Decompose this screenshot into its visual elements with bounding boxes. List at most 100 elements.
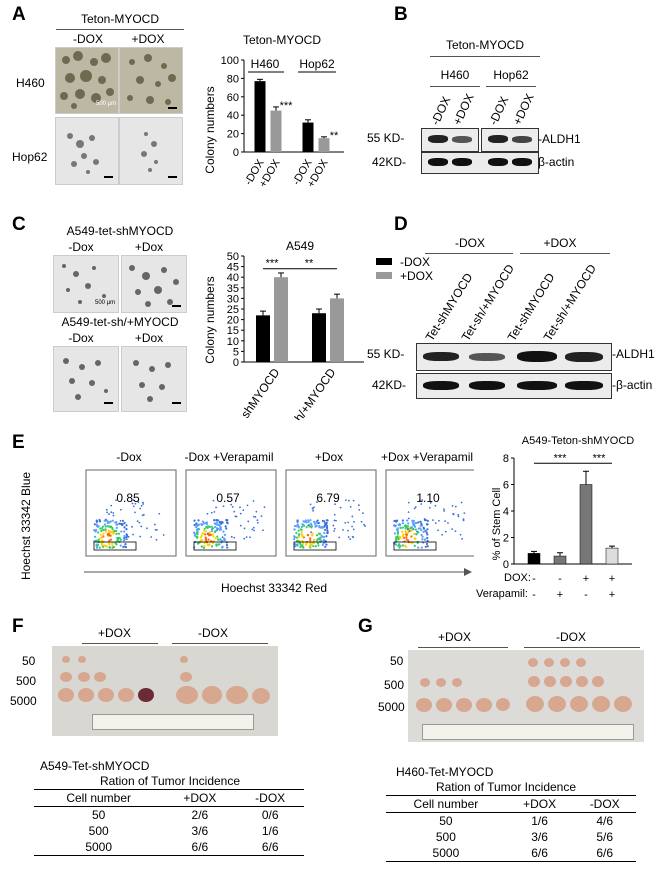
panel-f-row-500: 500 (16, 674, 37, 688)
panel-a-col-plus: +DOX (131, 32, 165, 46)
flow-event (125, 535, 128, 539)
flow-event (432, 519, 434, 522)
flow-event (110, 504, 113, 507)
flow-event (127, 535, 130, 538)
western-blot-d-actin (416, 373, 612, 399)
flow-event (239, 512, 242, 515)
flow-gate-value: 0.57 (216, 491, 240, 505)
flow-event (115, 526, 118, 529)
panel-b-group2: Hop62 (493, 68, 529, 82)
flow-event (405, 545, 408, 548)
flow-event (153, 523, 156, 526)
flow-event (404, 525, 407, 528)
legend-label-plus-dox: +DOX (400, 269, 433, 283)
flow-event (315, 520, 318, 524)
flow-event (217, 538, 220, 541)
flow-event (318, 525, 321, 528)
flow-event (156, 529, 158, 531)
flow-event (131, 525, 133, 528)
flow-event (201, 539, 204, 542)
flow-event (205, 530, 208, 533)
flow-event (108, 539, 111, 542)
flow-event (106, 525, 109, 528)
flow-event (333, 519, 336, 522)
significance-label: *** (593, 452, 607, 464)
flow-event (106, 519, 109, 522)
flow-event (334, 503, 336, 506)
flow-event (409, 526, 412, 530)
flow-event (357, 504, 360, 507)
x-tick-label: sh/+MYOCD (288, 365, 338, 420)
flow-event (123, 537, 125, 539)
flow-event (321, 543, 325, 546)
flow-event (125, 533, 128, 536)
flow-event (452, 513, 455, 516)
flow-event (426, 533, 429, 536)
flow-event (100, 536, 103, 539)
flow-event (99, 533, 102, 536)
flow-plot3-title: +Dox (314, 450, 344, 464)
flow-event (321, 519, 324, 522)
flow-event (117, 536, 120, 539)
flow-event (109, 520, 112, 523)
flow-event (305, 521, 308, 524)
flow-event (317, 544, 320, 547)
flow-event (220, 522, 223, 525)
flow-event (321, 526, 324, 529)
panel-b-lane1: -DOX (428, 94, 453, 127)
panel-d-prot1: -ALDH1 (612, 347, 655, 361)
flow-event (200, 522, 203, 526)
flow-event (142, 501, 144, 504)
significance-label: ** (330, 130, 339, 142)
flow-event (397, 544, 400, 547)
table-cell: 500 (88, 824, 109, 838)
significance-label: *** (554, 452, 568, 464)
flow-event (347, 536, 350, 538)
flow-event (460, 501, 463, 504)
flow-event (95, 546, 99, 549)
flow-event (217, 523, 221, 526)
flow-event (199, 536, 203, 539)
flow-event (309, 522, 313, 525)
panel-g-row-500: 500 (384, 678, 405, 692)
flow-event (196, 527, 200, 530)
flow-event (260, 515, 263, 518)
flow-event (100, 542, 103, 545)
flow-event (451, 505, 454, 507)
legend-swatch-minus-dox (376, 258, 392, 265)
flow-event (413, 544, 416, 547)
flow-event (303, 520, 306, 523)
bar (553, 555, 567, 565)
flow-gate (93, 541, 137, 551)
flow-event (401, 519, 405, 522)
flow-event (413, 532, 416, 535)
flow-event (222, 530, 225, 533)
ruler (422, 724, 634, 740)
flow-event (93, 523, 96, 526)
flow-event (421, 535, 424, 538)
panel-b-lane-labels: -DOX +DOX -DOX +DOX (428, 91, 537, 127)
flow-event (215, 527, 219, 530)
flow-event (104, 530, 107, 533)
flow-event (412, 519, 416, 523)
micrograph-shmyocd-plus-dox (121, 255, 187, 313)
flow-event (325, 521, 328, 525)
y-tick-label: 35 (227, 283, 239, 295)
flow-event (223, 539, 226, 542)
table-cell: 5000 (34, 839, 164, 856)
flow-event (410, 535, 413, 538)
flow-event (324, 528, 327, 531)
panel-d-group2-line (520, 253, 610, 254)
scale-bar (172, 305, 181, 307)
y-tick-label: 8 (503, 453, 509, 465)
flow-event (335, 519, 337, 522)
flow-event (324, 545, 327, 548)
flow-event (132, 533, 134, 536)
flow-event (459, 533, 462, 536)
flow-event (197, 519, 200, 522)
flow-event (347, 529, 349, 532)
flow-event (395, 520, 398, 523)
flow-event (444, 530, 447, 533)
flow-event (193, 534, 197, 537)
flow-event (202, 546, 206, 550)
